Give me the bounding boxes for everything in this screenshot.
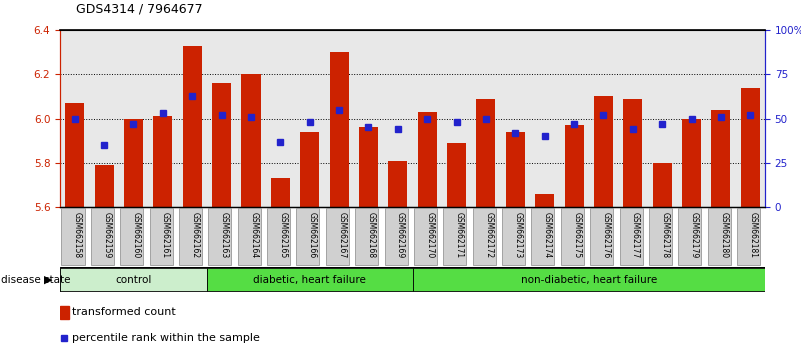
FancyBboxPatch shape [326, 208, 349, 265]
FancyBboxPatch shape [443, 208, 466, 265]
FancyBboxPatch shape [502, 208, 525, 265]
Bar [741, 88, 760, 207]
Text: GSM662176: GSM662176 [602, 212, 610, 258]
FancyBboxPatch shape [737, 208, 760, 265]
Bar [60, 306, 69, 319]
Bar [447, 143, 466, 207]
Bar [682, 119, 701, 207]
Bar [535, 194, 554, 207]
Bar [359, 127, 378, 207]
FancyBboxPatch shape [238, 208, 261, 265]
Bar [153, 116, 172, 207]
Text: GSM662163: GSM662163 [219, 212, 229, 258]
Bar [300, 132, 320, 207]
Text: GSM662167: GSM662167 [337, 212, 346, 258]
Bar [183, 46, 202, 207]
FancyBboxPatch shape [267, 208, 290, 265]
Bar [653, 163, 672, 207]
Bar [417, 112, 437, 207]
Bar [212, 83, 231, 207]
FancyBboxPatch shape [590, 208, 614, 265]
Text: ▶: ▶ [43, 275, 52, 285]
FancyBboxPatch shape [179, 208, 202, 265]
Bar [505, 132, 525, 207]
FancyBboxPatch shape [150, 208, 173, 265]
Text: GSM662170: GSM662170 [425, 212, 434, 258]
Text: GSM662178: GSM662178 [660, 212, 670, 258]
Text: GSM662164: GSM662164 [249, 212, 258, 258]
Bar [477, 99, 496, 207]
Bar [388, 161, 408, 207]
FancyBboxPatch shape [649, 208, 672, 265]
Text: diabetic, heart failure: diabetic, heart failure [253, 275, 366, 285]
Text: GSM662179: GSM662179 [690, 212, 698, 258]
Text: GSM662165: GSM662165 [279, 212, 288, 258]
FancyBboxPatch shape [355, 208, 378, 265]
Bar [594, 97, 613, 207]
Text: GSM662160: GSM662160 [131, 212, 141, 258]
Bar [623, 99, 642, 207]
FancyBboxPatch shape [296, 208, 320, 265]
Text: non-diabetic, heart failure: non-diabetic, heart failure [521, 275, 657, 285]
Text: GSM662175: GSM662175 [572, 212, 582, 258]
Text: GSM662169: GSM662169 [396, 212, 405, 258]
Text: GDS4314 / 7964677: GDS4314 / 7964677 [76, 3, 203, 16]
FancyBboxPatch shape [678, 208, 702, 265]
Text: GSM662171: GSM662171 [455, 212, 464, 258]
Bar [271, 178, 290, 207]
FancyBboxPatch shape [91, 208, 114, 265]
FancyBboxPatch shape [384, 208, 408, 265]
Bar [124, 119, 143, 207]
FancyBboxPatch shape [120, 208, 143, 265]
Bar [565, 125, 584, 207]
Text: GSM662173: GSM662173 [513, 212, 522, 258]
Text: GSM662177: GSM662177 [631, 212, 640, 258]
Text: GSM662162: GSM662162 [191, 212, 199, 258]
FancyBboxPatch shape [207, 268, 413, 291]
Bar [241, 74, 260, 207]
FancyBboxPatch shape [561, 208, 584, 265]
Text: GSM662174: GSM662174 [543, 212, 552, 258]
FancyBboxPatch shape [208, 208, 231, 265]
FancyBboxPatch shape [473, 208, 496, 265]
Bar [711, 110, 731, 207]
Text: GSM662158: GSM662158 [73, 212, 82, 258]
Text: percentile rank within the sample: percentile rank within the sample [72, 333, 260, 343]
Text: GSM662168: GSM662168 [367, 212, 376, 258]
Bar [95, 165, 114, 207]
FancyBboxPatch shape [62, 208, 85, 265]
FancyBboxPatch shape [414, 208, 437, 265]
Bar [65, 103, 84, 207]
Text: GSM662159: GSM662159 [103, 212, 111, 258]
Text: control: control [115, 275, 151, 285]
FancyBboxPatch shape [60, 268, 207, 291]
Text: GSM662166: GSM662166 [308, 212, 317, 258]
Bar [329, 52, 348, 207]
Text: disease state: disease state [1, 275, 70, 285]
FancyBboxPatch shape [531, 208, 554, 265]
FancyBboxPatch shape [413, 268, 765, 291]
Text: GSM662181: GSM662181 [748, 212, 758, 258]
FancyBboxPatch shape [60, 267, 765, 292]
FancyBboxPatch shape [707, 208, 731, 265]
FancyBboxPatch shape [619, 208, 642, 265]
Text: GSM662172: GSM662172 [484, 212, 493, 258]
Text: GSM662161: GSM662161 [161, 212, 170, 258]
Text: GSM662180: GSM662180 [719, 212, 728, 258]
Text: transformed count: transformed count [72, 307, 176, 318]
